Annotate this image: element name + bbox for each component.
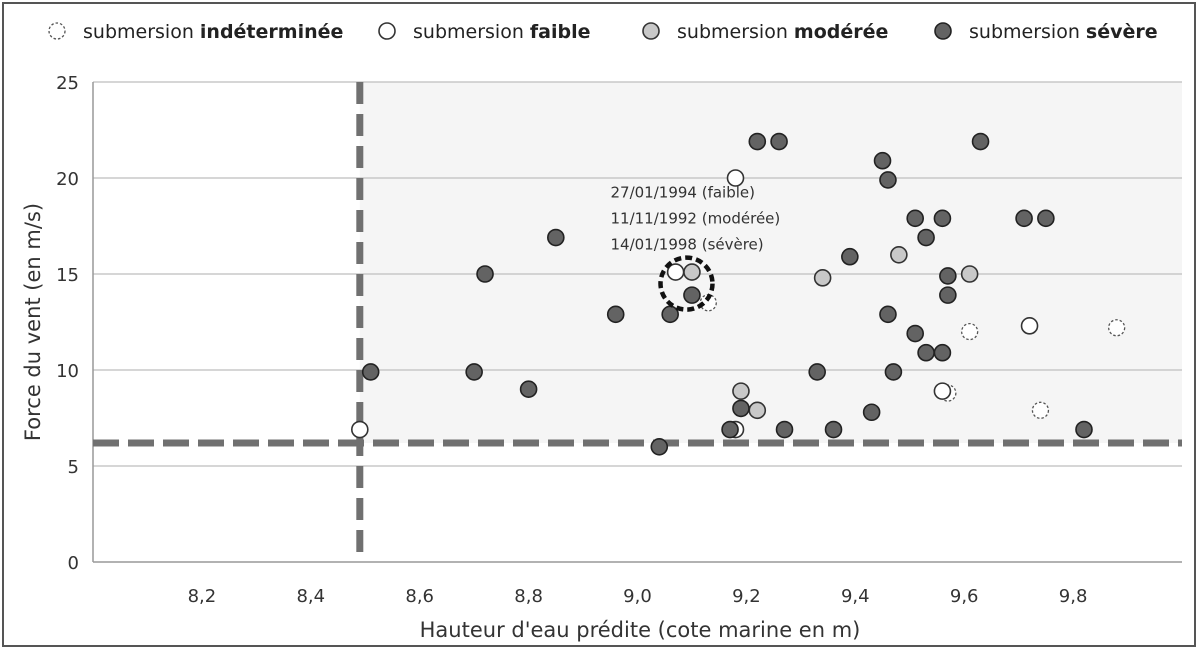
point-moderee [732,382,750,400]
point-faible [933,382,952,400]
y-tick-label: 0 [68,553,79,574]
annotation-label: 11/11/1992 (modérée) [611,210,781,228]
x-tick-label: 9,8 [1059,586,1088,607]
annotation-label: 14/01/1998 (sévère) [611,236,764,254]
point-severe [939,267,957,285]
legend-prefix: submersion [677,21,794,43]
point-severe [841,247,859,266]
point-faible [1020,317,1039,335]
point-severe [879,171,897,189]
axes: 0 5 10 15 20 25 8,2 8,4 8,6 8,8 9,0 9,2 9,4 9,6 9,8 [56,73,1182,607]
point-severe [917,343,935,362]
point-severe [770,132,788,151]
legend-marker-severe [934,22,952,40]
point-severe [721,420,739,439]
annotation-circle [658,255,715,312]
point-severe [906,209,924,228]
point-severe [606,305,625,324]
point-indeterminee [1108,319,1126,337]
annotation: 27/01/1994 (faible) 11/11/1992 (modérée) 1… [611,184,781,254]
point-severe [971,132,990,151]
point-severe [519,380,538,399]
point-severe [808,363,826,381]
point-severe [650,437,669,456]
plot-background [359,82,1182,443]
point-severe [1037,209,1055,228]
legend-prefix: submersion [413,21,530,43]
point-moderee [813,269,832,287]
point-severe [933,209,952,228]
point-severe [862,403,881,422]
legend-category: indéterminée [200,21,343,43]
y-tick-label: 10 [56,361,79,382]
legend-label-moderee: submersion modérée [677,21,888,43]
point-severe [1015,209,1033,228]
point-moderee [890,246,908,264]
x-tick-label: 8,4 [296,586,325,607]
point-severe [917,228,935,247]
point-severe [939,286,957,304]
x-tick-label: 8,2 [188,586,217,607]
y-axis-label: Force du vent (en m/s) [21,203,45,441]
legend-marker-indeterminee [48,22,66,40]
point-severe [683,286,701,304]
point-moderee [748,401,767,420]
x-tick-label: 9,2 [732,586,761,607]
y-tick-label: 25 [56,73,79,94]
data-points [351,132,1126,456]
point-moderee [683,263,701,281]
point-severe [873,151,892,170]
legend-marker-faible [378,22,396,40]
point-severe [465,363,483,381]
x-tick-label: 8,6 [405,586,434,607]
legend-label-faible: submersion faible [413,21,591,43]
point-indeterminee [1031,401,1050,419]
point-severe [748,132,767,151]
point-faible [726,169,745,187]
x-axis-label: Hauteur d'eau prédite (cote marine en m) [420,618,861,642]
point-indeterminee [960,322,979,341]
legend-marker-moderee [642,22,660,40]
y-tick-label: 15 [56,265,79,286]
point-severe [906,324,924,343]
legend-category: sévère [1086,21,1158,43]
point-severe [775,420,794,439]
legend: submersion indéterminée submersion faible… [48,21,1158,43]
legend-prefix: submersion [969,21,1086,43]
threshold-lines [93,82,1182,562]
legend-label-indeterminee: submersion indéterminée [83,21,343,43]
legend-prefix: submersion [83,21,200,43]
point-severe [476,265,494,283]
y-tick-label: 5 [68,457,79,478]
point-faible [351,420,369,439]
annotation-label: 27/01/1994 (faible) [611,184,756,202]
point-severe [547,228,565,247]
grid-lines [93,81,1182,467]
y-tick-label: 20 [56,169,79,190]
point-severe [361,363,380,381]
point-severe [824,420,843,439]
legend-label-severe: submersion sévère [969,21,1158,43]
legend-category: faible [530,21,591,43]
point-severe [661,305,679,324]
point-severe [884,363,903,381]
point-moderee [960,265,979,283]
x-tick-label: 9,4 [841,586,870,607]
point-severe [732,399,750,418]
x-tick-label: 8,8 [514,586,543,607]
x-tick-label: 9,0 [623,586,652,607]
legend-category: modérée [794,21,888,43]
x-tick-label: 9,6 [950,586,979,607]
shaded-region [359,82,1182,443]
point-severe [933,343,952,362]
point-severe [879,305,897,324]
point-severe [1075,420,1093,439]
